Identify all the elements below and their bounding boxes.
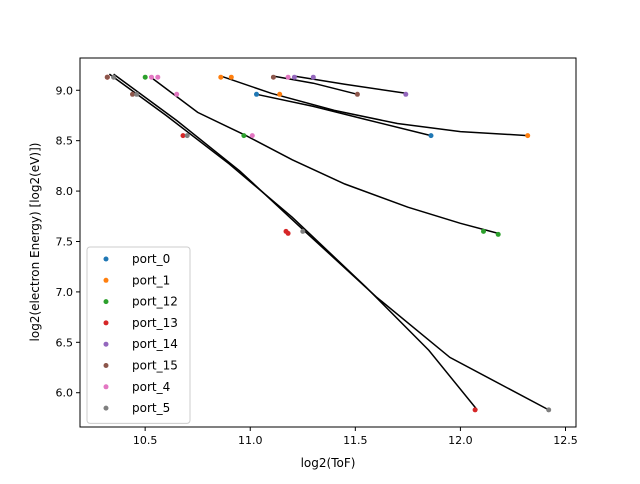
point-port_14-2 (403, 91, 409, 97)
legend-marker-port_4 (103, 384, 109, 390)
point-port_13-1 (180, 133, 186, 139)
legend-label: port_1 (132, 273, 170, 287)
point-port_4-4 (285, 74, 291, 80)
legend-label: port_12 (132, 295, 178, 309)
point-port_4-2 (174, 91, 180, 97)
point-port_0-0 (254, 91, 259, 97)
legend: port_0 port_1 port_12 port_13 port_14 port_15… (86, 246, 191, 424)
point-port_0-1 (428, 133, 434, 139)
x-tick-label: 12.0 (448, 434, 473, 447)
legend-label: port_4 (132, 380, 170, 394)
point-port_12-0 (142, 74, 148, 80)
fit-line-3 (220, 75, 528, 137)
point-port_15-0 (104, 74, 110, 80)
y-tick-label: 8.0 (56, 185, 74, 198)
point-port_5-0 (111, 74, 117, 80)
y-tick-label: 7.0 (56, 286, 74, 299)
point-port_5-4 (546, 407, 552, 413)
legend-marker-port_0 (103, 256, 109, 262)
legend-marker-port_12 (103, 299, 109, 305)
fit-line-2 (148, 75, 499, 235)
point-port_5-3 (300, 228, 306, 234)
point-port_1-1 (228, 74, 234, 80)
legend-box (86, 246, 191, 424)
legend-marker-port_1 (103, 277, 109, 283)
fit-line-0 (108, 73, 478, 411)
x-tick-label: 11.5 (343, 434, 368, 447)
legend-marker-port_5 (103, 405, 109, 411)
y-tick-label: 7.5 (56, 235, 74, 248)
y-axis: 6.0 6.5 7.0 7.5 8.0 8.5 9.0 (56, 84, 80, 400)
legend-marker-port_14 (103, 341, 109, 347)
point-port_4-3 (249, 133, 255, 139)
point-port_1-2 (277, 91, 283, 97)
x-axis-label: log2(ToF) (301, 456, 356, 470)
legend-label: port_14 (132, 337, 178, 351)
legend-marker-port_13 (103, 320, 109, 326)
point-port_15-3 (354, 91, 360, 97)
point-port_1-0 (218, 74, 224, 80)
point-port_12-1 (241, 133, 247, 139)
x-tick-label: 10.5 (133, 434, 158, 447)
fit-line-4 (256, 93, 432, 137)
point-port_1-3 (525, 133, 531, 139)
point-port_4-1 (155, 74, 161, 80)
point-port_5-1 (134, 91, 140, 97)
point-port_14-0 (291, 74, 297, 80)
point-port_15-2 (270, 74, 276, 80)
y-tick-label: 9.0 (56, 84, 74, 97)
point-port_13-4 (472, 407, 478, 413)
y-axis-label: log2(electron Energy) [log2(eV)]) (28, 143, 42, 342)
y-tick-label: 8.5 (56, 135, 74, 148)
point-port_12-2 (481, 228, 486, 234)
point-port_15-1 (130, 91, 135, 97)
y-tick-label: 6.5 (56, 336, 74, 349)
point-port_13-3 (285, 230, 291, 236)
point-port_14-1 (310, 74, 316, 80)
fit-line-6 (294, 75, 406, 95)
legend-marker-port_15 (103, 363, 109, 368)
legend-label: port_5 (132, 401, 170, 415)
x-tick-label: 12.5 (553, 434, 578, 447)
x-axis: 10.5 11.0 11.5 12.0 12.5 (133, 427, 578, 447)
plot-area (104, 73, 552, 413)
y-tick-label: 6.0 (56, 387, 74, 400)
legend-label: port_13 (132, 316, 178, 330)
point-port_4-0 (149, 74, 154, 80)
legend-label: port_0 (132, 252, 170, 266)
legend-label: port_15 (132, 359, 178, 373)
axes-frame (79, 57, 577, 428)
point-port_5-2 (184, 133, 190, 139)
x-tick-label: 11.0 (238, 434, 263, 447)
point-port_12-3 (495, 231, 501, 237)
